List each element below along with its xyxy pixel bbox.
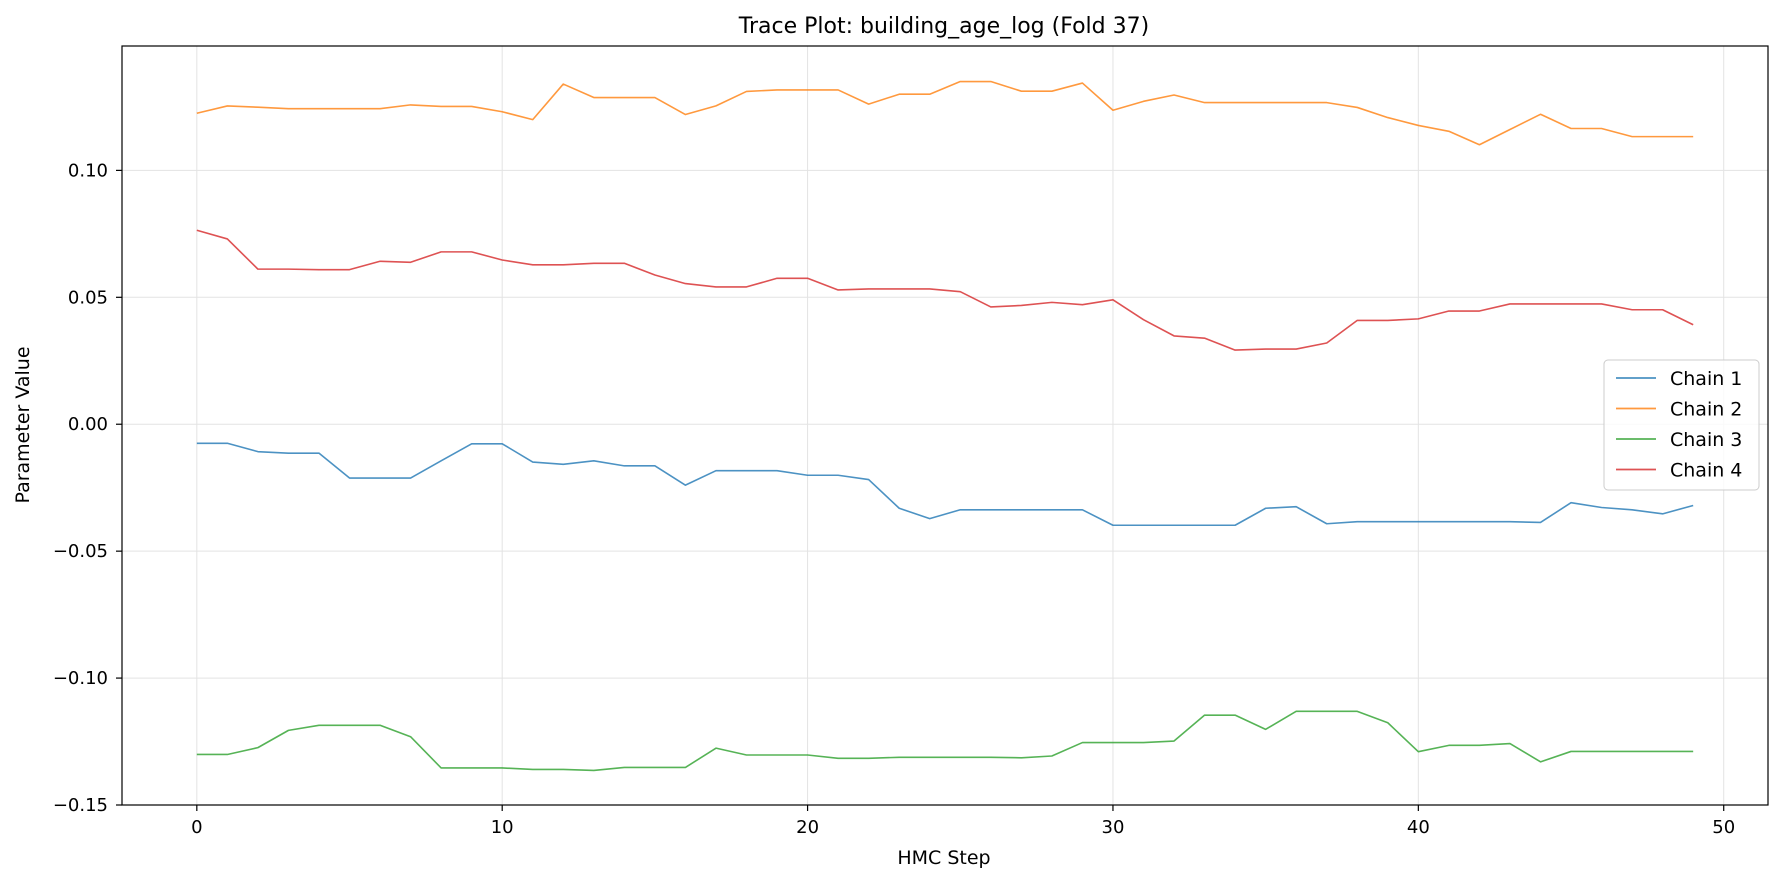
y-tick-label: −0.05 bbox=[53, 541, 108, 562]
series-lines bbox=[196, 80, 1694, 772]
chart-title: Trace Plot: building_age_log (Fold 37) bbox=[738, 14, 1149, 39]
x-tick-label: 10 bbox=[491, 817, 514, 838]
plot-area-frame bbox=[121, 45, 1769, 806]
x-tick-label: 50 bbox=[1712, 817, 1735, 838]
legend-box bbox=[1603, 359, 1760, 491]
legend-label: Chain 1 bbox=[1670, 368, 1742, 390]
x-tick-label: 20 bbox=[796, 817, 819, 838]
series-line-chain-3 bbox=[196, 710, 1694, 772]
y-tick-label: −0.15 bbox=[53, 795, 108, 816]
x-tick-label: 30 bbox=[1102, 817, 1125, 838]
x-axis-label: HMC Step bbox=[897, 847, 990, 869]
series-line-chain-4 bbox=[196, 229, 1694, 351]
y-tick-label: 0.00 bbox=[68, 414, 108, 435]
series-line-chain-1 bbox=[196, 442, 1694, 527]
x-tick-label: 0 bbox=[191, 817, 202, 838]
x-tick-label: 40 bbox=[1407, 817, 1430, 838]
axis-ticks: 0 10 20 30 40 50 −0.15 −0.10 −0.05 0.00 0.05 0.10 bbox=[53, 160, 1735, 838]
legend-label: Chain 4 bbox=[1670, 460, 1742, 482]
legend-label: Chain 3 bbox=[1670, 429, 1742, 451]
y-axis-label: Parameter Value bbox=[12, 346, 34, 503]
legend-label: Chain 2 bbox=[1670, 399, 1742, 421]
y-tick-label: 0.10 bbox=[68, 160, 108, 181]
series-line-chain-2 bbox=[196, 80, 1694, 146]
y-tick-label: 0.05 bbox=[68, 287, 108, 308]
y-tick-label: −0.10 bbox=[53, 668, 108, 689]
legend: Chain 1 Chain 2 Chain 3 Chain 4 bbox=[1603, 359, 1760, 491]
